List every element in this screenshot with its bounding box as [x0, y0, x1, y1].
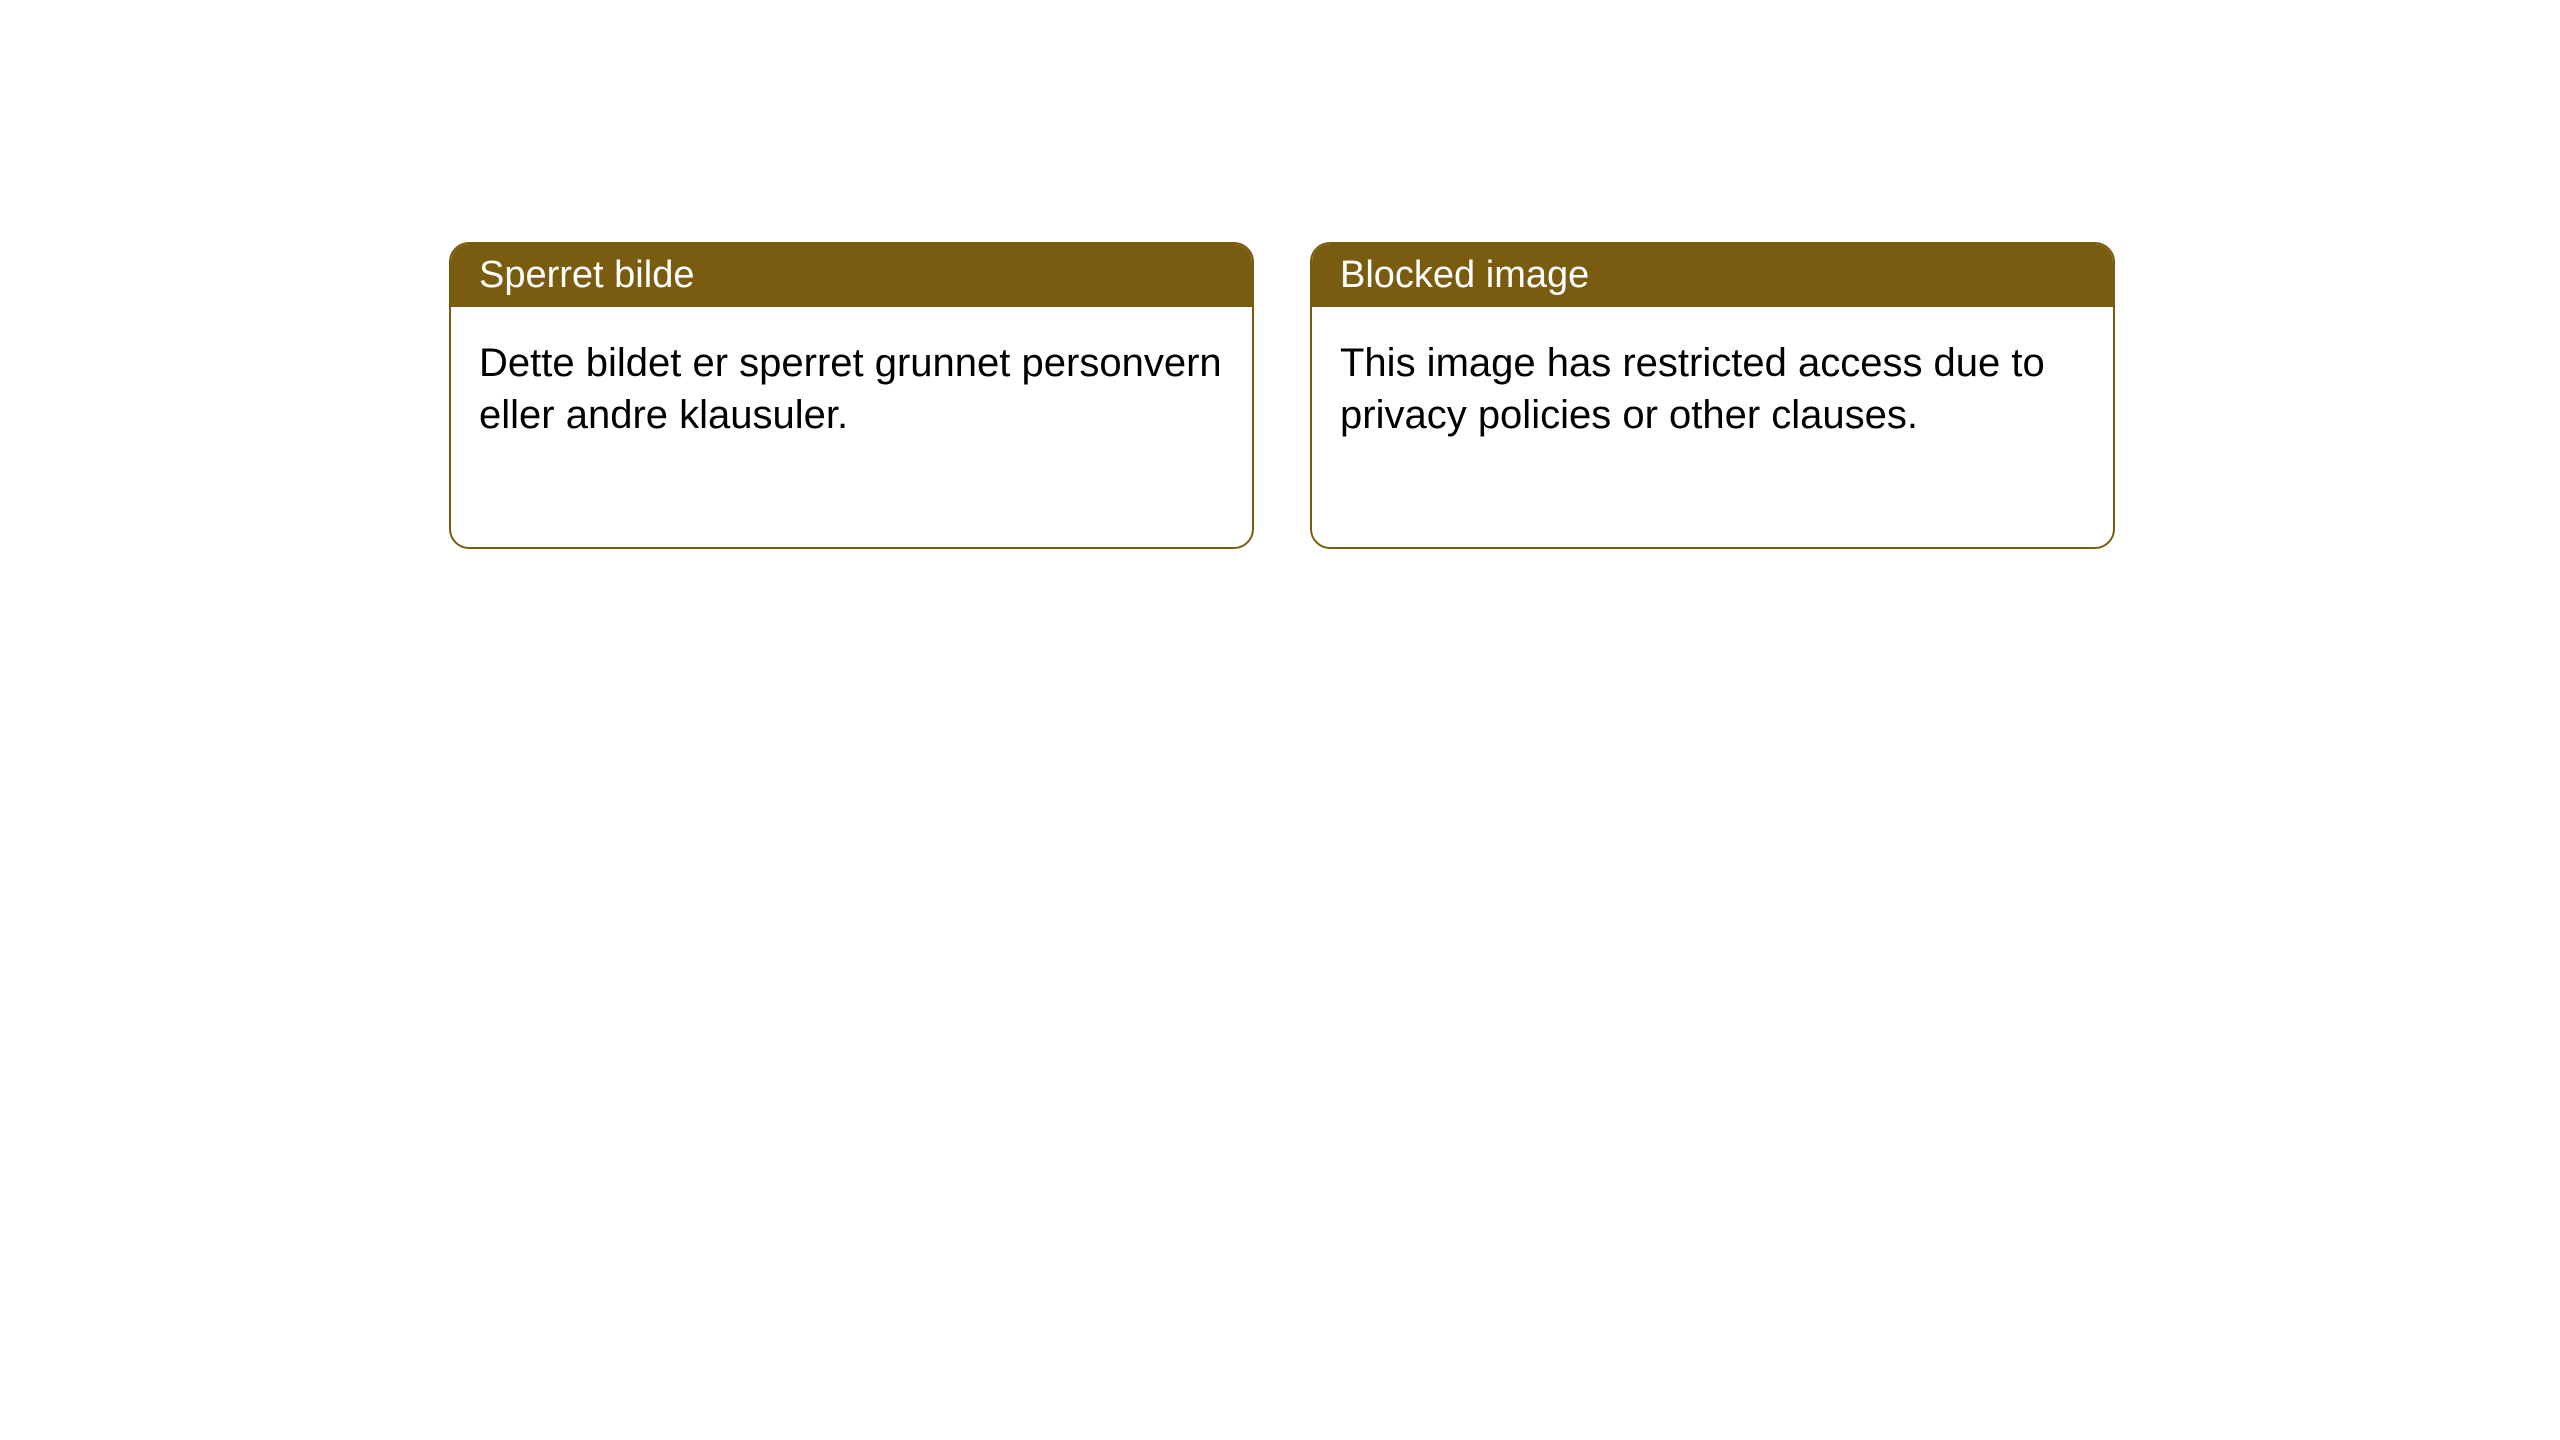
card-text-english: This image has restricted access due to …	[1340, 341, 2045, 437]
card-body-norwegian: Dette bildet er sperret grunnet personve…	[451, 307, 1252, 547]
card-header-norwegian: Sperret bilde	[451, 244, 1252, 307]
card-title-english: Blocked image	[1340, 254, 1589, 296]
card-body-english: This image has restricted access due to …	[1312, 307, 2113, 547]
card-norwegian: Sperret bilde Dette bildet er sperret gr…	[449, 242, 1254, 549]
card-title-norwegian: Sperret bilde	[479, 254, 694, 296]
cards-container: Sperret bilde Dette bildet er sperret gr…	[449, 242, 2115, 549]
card-text-norwegian: Dette bildet er sperret grunnet personve…	[479, 341, 1222, 437]
card-header-english: Blocked image	[1312, 244, 2113, 307]
card-english: Blocked image This image has restricted …	[1310, 242, 2115, 549]
